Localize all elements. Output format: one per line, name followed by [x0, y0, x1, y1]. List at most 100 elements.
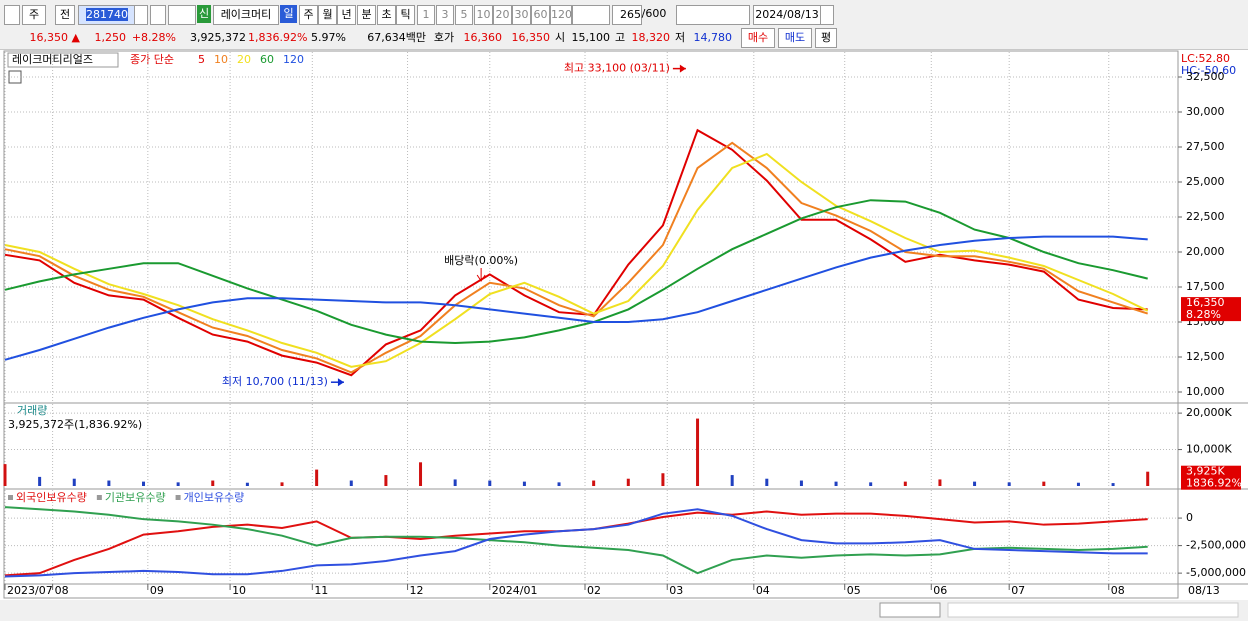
volume-bar	[661, 473, 665, 486]
interval-button[interactable]: 60	[531, 5, 550, 25]
code: 281740	[86, 8, 128, 21]
last-value-box	[1181, 297, 1241, 322]
period-button[interactable]: 년	[337, 5, 356, 25]
period-select[interactable]: 주	[22, 5, 46, 25]
interval-button[interactable]: 10	[474, 5, 493, 25]
arrow-head	[679, 64, 686, 73]
legend-entry: 120	[283, 53, 304, 66]
button[interactable]: 전	[55, 5, 75, 25]
y-tick-label: 20,000	[1186, 245, 1225, 258]
x-tick-label: 11	[314, 584, 328, 597]
last-change: 1836.92%	[1186, 477, 1242, 490]
volume-bar	[938, 479, 942, 486]
sound-icon[interactable]	[168, 5, 196, 25]
x-tick-label: 08	[55, 584, 69, 597]
code-input[interactable]: 281740	[78, 5, 136, 25]
search-icon[interactable]	[150, 5, 166, 25]
zoom-controls[interactable]	[947, 602, 1239, 618]
volume-bar	[488, 480, 492, 486]
price: 16,350 ▲	[29, 31, 80, 44]
tool-icons[interactable]	[676, 5, 750, 25]
volume-bar	[903, 481, 907, 486]
date-input[interactable]: 2024/08/13	[753, 5, 821, 25]
legend-entry: 개인보유수량	[184, 491, 245, 504]
quote-bar: 16,350 ▲ 1,250 +8.28% 3,925,372 1,836.92…	[0, 27, 1248, 50]
y-tick-label: 22,500	[1186, 210, 1225, 223]
arrow-head	[337, 378, 344, 387]
dividend-arrow	[476, 268, 486, 282]
bar-max: /600	[641, 7, 667, 20]
series-line	[4, 199, 1148, 345]
y-tick-label: -5,000,000	[1186, 566, 1246, 579]
series-line	[4, 235, 1148, 361]
period-button[interactable]: 초	[377, 5, 396, 25]
volume-bar	[1076, 482, 1080, 486]
bid: 16,350	[511, 31, 551, 44]
interval-button[interactable]: 5	[455, 5, 473, 25]
label: 고	[614, 31, 626, 44]
avg-button[interactable]: 평	[815, 28, 837, 48]
legend-swatch	[8, 495, 13, 500]
volume-bar	[1146, 471, 1150, 486]
interval-button[interactable]: 30	[512, 5, 531, 25]
calendar-icon[interactable]	[820, 5, 834, 25]
x-tick-label: 05	[847, 584, 861, 597]
legend-entry: 20	[237, 53, 251, 66]
legend-swatch	[96, 495, 102, 500]
volume-bar	[834, 481, 838, 486]
volume-bar	[3, 464, 7, 486]
period-button[interactable]: 틱	[396, 5, 415, 25]
dividend-label: 배당락(0.00%)	[444, 254, 518, 267]
dropdown[interactable]	[134, 5, 148, 25]
x-tick-label: 07	[1011, 584, 1025, 597]
volume-bar	[38, 476, 42, 486]
icon[interactable]	[4, 5, 20, 25]
y-tick-label: -2,500,000	[1186, 539, 1246, 552]
x-tick-label: 03	[669, 584, 683, 597]
change: 1,250	[94, 31, 127, 44]
x-tick-label: 2023/07	[7, 584, 53, 597]
last-value: 16,350	[1186, 296, 1225, 309]
interval-button[interactable]: 1	[417, 5, 435, 25]
scroll-controls[interactable]	[879, 602, 941, 618]
x-tick-label: 10	[232, 584, 246, 597]
y-tick-label: 30,000	[1186, 105, 1225, 118]
y-tick-label: 27,500	[1186, 140, 1225, 153]
volume-bar	[592, 480, 596, 486]
y-tick-label: 20,000K	[1186, 406, 1232, 419]
x-tick-label: 09	[150, 584, 164, 597]
x-end-label: 08/13	[1188, 584, 1220, 597]
volume-bar	[72, 478, 76, 486]
volume-bar	[453, 479, 457, 486]
buy-button[interactable]: 매수	[741, 28, 775, 48]
volume-bar	[176, 482, 180, 486]
interval-button[interactable]: 3	[436, 5, 454, 25]
period-button[interactable]: 일	[280, 5, 297, 23]
x-tick-label: 08	[1111, 584, 1125, 597]
period-button[interactable]: 분	[357, 5, 376, 25]
interval-input[interactable]	[572, 5, 610, 25]
volume-bar	[557, 482, 561, 486]
volume-bar	[626, 478, 630, 486]
y-tick-label: 32,500	[1186, 70, 1225, 83]
legend-entry: 외국인보유수량	[16, 491, 87, 504]
lc-label: LC:52.80	[1181, 52, 1230, 65]
volume-bar	[384, 475, 388, 486]
series-line	[4, 141, 1149, 374]
bar-count[interactable]: 265	[612, 5, 642, 25]
legend-entry: 10	[214, 53, 228, 66]
interval-button[interactable]: 20	[493, 5, 512, 25]
volume-bar	[211, 480, 215, 486]
annotation: 최고 33,100 (03/11)	[564, 62, 670, 75]
series-line	[4, 152, 1149, 368]
sell-button[interactable]: 매도	[778, 28, 812, 48]
period-button[interactable]: 월	[318, 5, 337, 25]
x-tick-label: 06	[933, 584, 947, 597]
period-button[interactable]: 주	[299, 5, 318, 25]
x-tick-label: 02	[587, 584, 601, 597]
volume-bar	[522, 481, 526, 486]
interval-button[interactable]: 120	[550, 5, 572, 25]
y-tick-label: 17,500	[1186, 280, 1225, 293]
volume-bar	[1111, 483, 1115, 486]
credit-badge: 신	[197, 5, 211, 23]
